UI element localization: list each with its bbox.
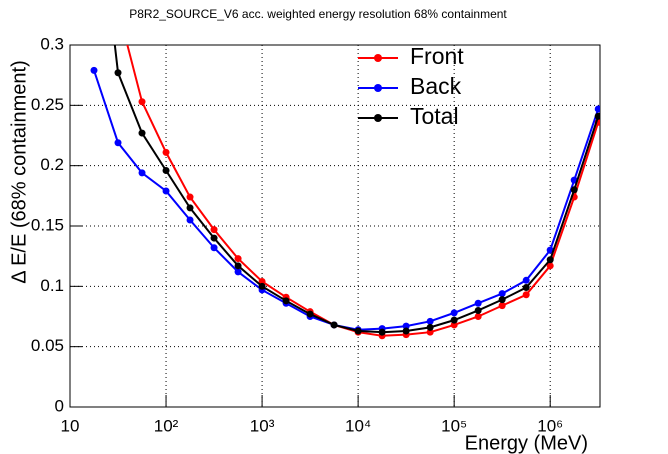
data-point xyxy=(450,316,458,324)
data-point xyxy=(426,317,434,325)
data-point xyxy=(138,169,146,177)
data-point xyxy=(234,268,242,276)
data-point xyxy=(186,204,194,212)
data-point xyxy=(402,327,410,335)
data-point xyxy=(450,309,458,317)
data-point xyxy=(570,186,578,194)
data-point xyxy=(138,129,146,137)
data-point xyxy=(90,66,98,74)
y-tick-label: 0.05 xyxy=(31,336,64,355)
x-axis-label: Energy (MeV) xyxy=(465,432,588,454)
data-point xyxy=(354,327,362,335)
legend-label: Total xyxy=(410,103,459,129)
y-tick-label: 0.25 xyxy=(31,95,64,114)
data-point xyxy=(426,328,434,336)
plot-area xyxy=(90,45,600,340)
data-point xyxy=(498,302,506,310)
data-point xyxy=(234,255,242,263)
x-tick-label: 10⁵ xyxy=(441,416,467,435)
y-tick-label: 0.3 xyxy=(40,34,64,53)
data-point xyxy=(234,262,242,270)
data-point xyxy=(474,299,482,307)
legend-label: Front xyxy=(410,43,464,69)
data-point xyxy=(546,262,554,270)
data-point xyxy=(498,296,506,304)
data-point xyxy=(402,322,410,330)
series-line xyxy=(113,45,600,334)
plot-frame xyxy=(69,44,601,408)
data-point xyxy=(114,139,122,147)
x-tick-label: 10 xyxy=(61,416,80,435)
data-point xyxy=(546,256,554,264)
data-point xyxy=(522,291,530,299)
x-tick-label: 10⁶ xyxy=(537,416,563,435)
x-tick-label: 10⁴ xyxy=(345,416,371,435)
x-tick-label: 10³ xyxy=(250,416,275,435)
data-point xyxy=(450,321,458,329)
data-point xyxy=(378,328,386,336)
data-point xyxy=(594,112,600,120)
data-point xyxy=(162,187,170,195)
legend-marker xyxy=(374,84,382,92)
data-point xyxy=(426,323,434,331)
chart-title: P8R2_SOURCE_V6 acc. weighted energy reso… xyxy=(129,7,507,21)
data-point xyxy=(138,98,146,106)
data-point xyxy=(162,166,170,174)
y-tick-label: 0.1 xyxy=(40,276,64,295)
data-point xyxy=(210,226,218,234)
data-point xyxy=(162,148,170,156)
data-point xyxy=(186,216,194,224)
data-point xyxy=(258,278,266,286)
data-point xyxy=(186,193,194,201)
data-point xyxy=(258,282,266,290)
legend-marker xyxy=(374,114,382,122)
legend-marker xyxy=(374,54,382,62)
data-point xyxy=(522,284,530,292)
y-axis-label: Δ E/E (68% containment) xyxy=(8,60,30,283)
data-point xyxy=(210,234,218,242)
data-point xyxy=(474,313,482,320)
data-point xyxy=(210,244,218,252)
data-point xyxy=(114,69,122,77)
y-tick-label: 0.2 xyxy=(40,155,64,174)
x-tick-label: 10² xyxy=(154,416,179,435)
y-tick-label: 0 xyxy=(55,396,64,415)
data-point xyxy=(594,105,600,113)
data-point xyxy=(474,306,482,314)
data-point xyxy=(330,321,338,329)
data-point xyxy=(498,290,506,298)
data-point xyxy=(522,276,530,284)
data-point xyxy=(306,310,314,318)
y-tick-label: 0.15 xyxy=(31,215,64,234)
legend-label: Back xyxy=(410,73,462,99)
data-point xyxy=(282,297,290,305)
